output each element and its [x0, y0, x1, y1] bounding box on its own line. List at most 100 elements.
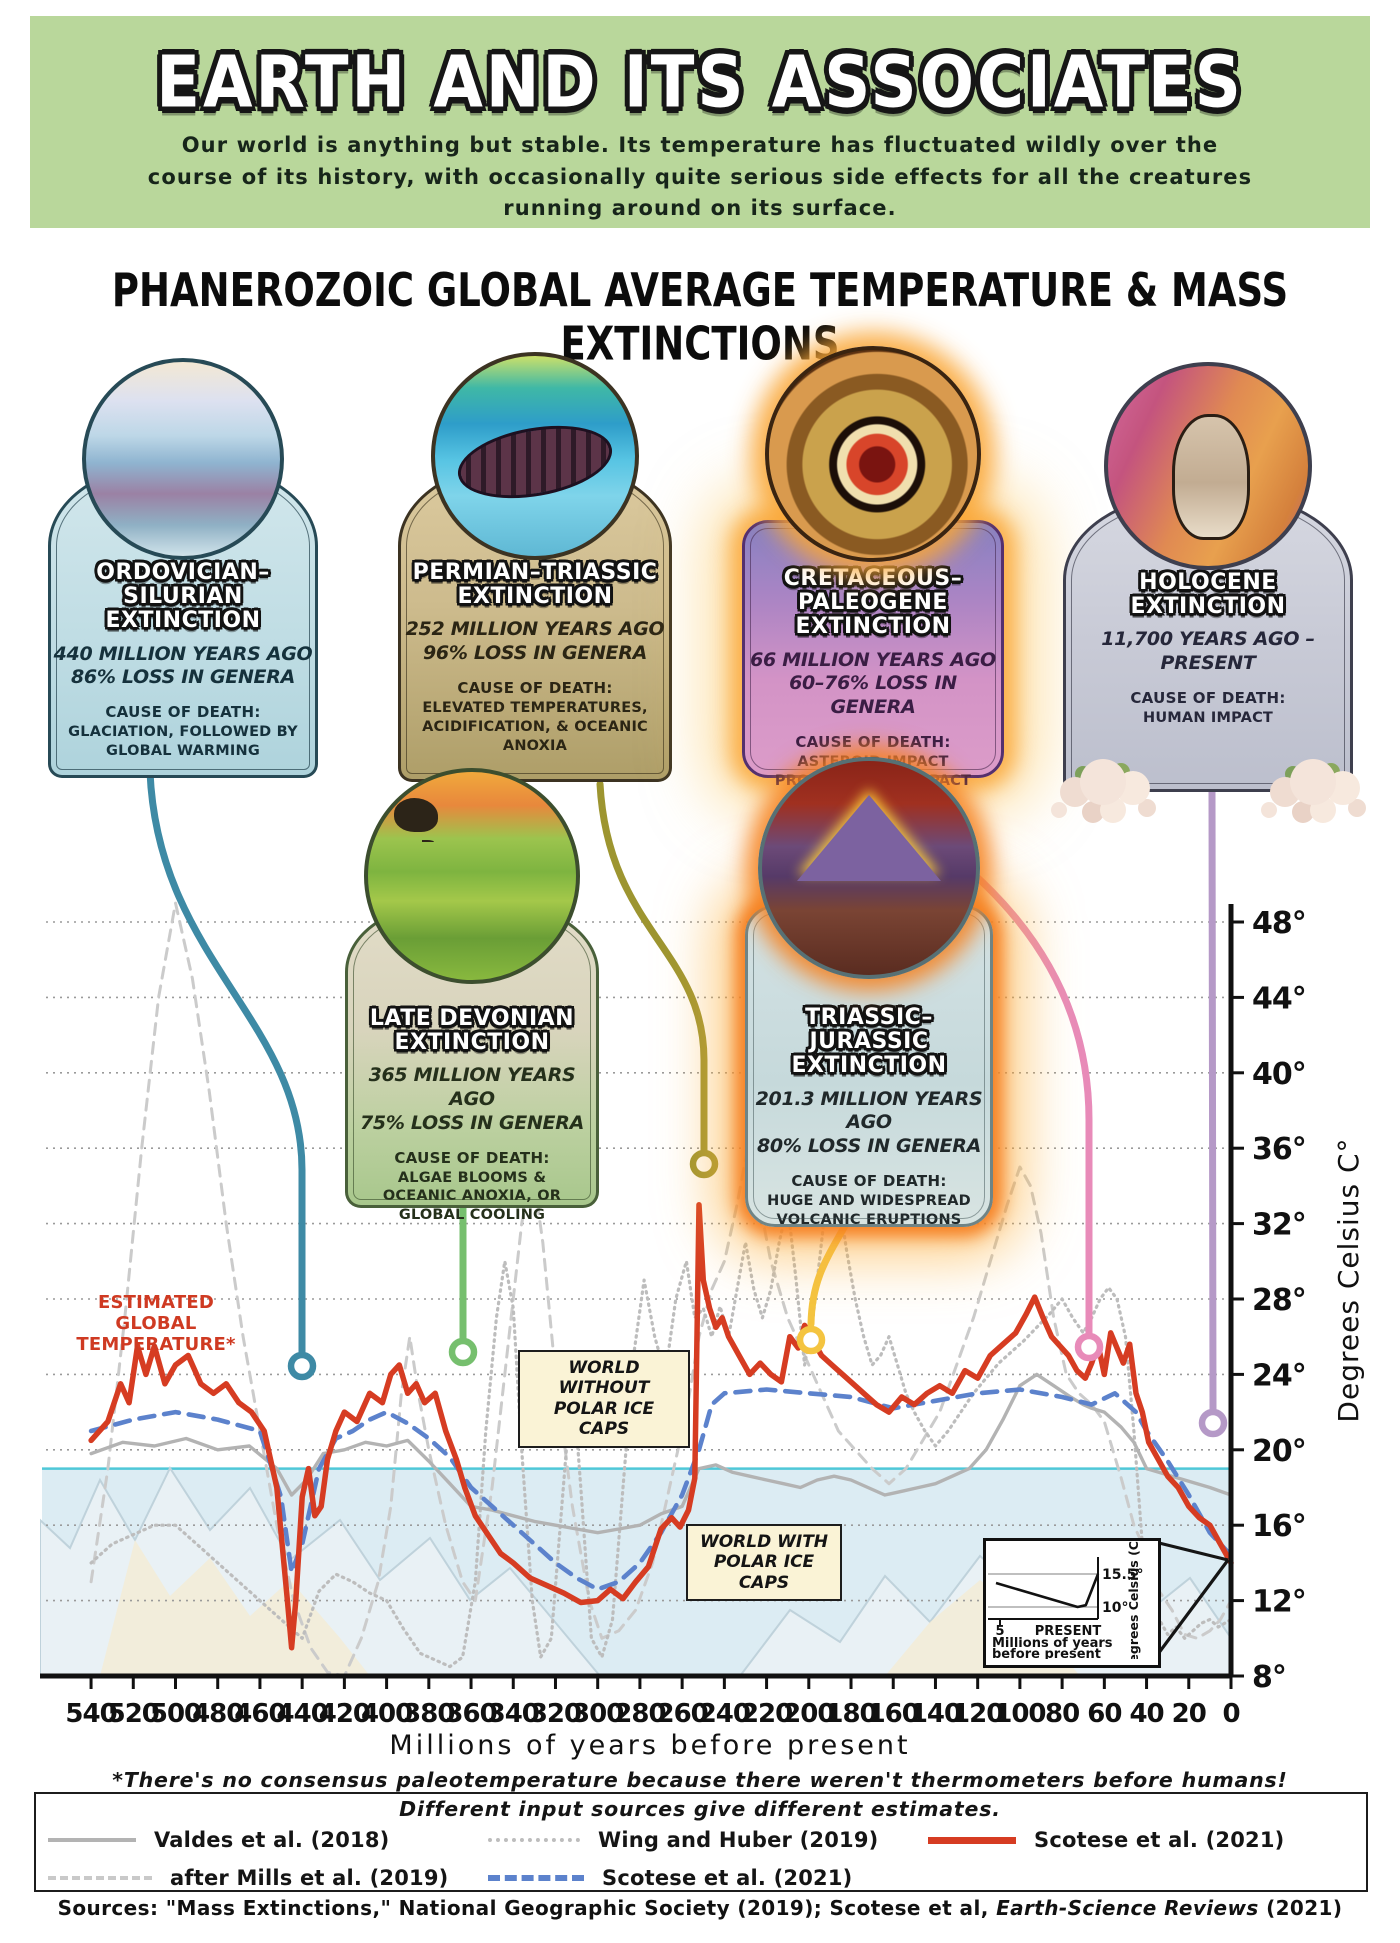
inset-y-axis-label: Degrees Celsius (C°) — [1126, 1541, 1141, 1659]
pointer-permian-triassic — [596, 780, 708, 1154]
x-tick-label: 220 — [741, 1699, 792, 1729]
x-axis-label: Millions of years before present — [389, 1730, 910, 1760]
x-tick-label: 300 — [572, 1699, 623, 1729]
x-tick-label: 380 — [403, 1699, 454, 1729]
goat-head-icon — [1172, 414, 1250, 540]
sources-line: Sources: "Mass Extinctions," National Ge… — [0, 1896, 1400, 1920]
y-tick-label: 12° — [1252, 1585, 1306, 1620]
y-tick-label: 16° — [1252, 1509, 1306, 1544]
card-holocene: HOLOCENE EXTINCTION 11,700 YEARS AGO – P… — [1063, 362, 1353, 805]
x-tick-label: 400 — [361, 1699, 412, 1729]
pointer-ordovician-silurian — [146, 768, 306, 1356]
legend-item-wing-huber: Wing and Huber (2019) — [488, 1828, 928, 1852]
legend-label: Scotese et al. (2021) — [1034, 1828, 1285, 1852]
card-title: HOLOCENE EXTINCTION — [1130, 570, 1286, 620]
swamp-illustration — [364, 768, 580, 984]
pointer-end-cretaceous-paleogene — [1074, 1332, 1104, 1362]
cause-of-death-text: ALGAE BLOOMS & OCEANIC ANOXIA, OR GLOBAL… — [382, 1169, 562, 1224]
inset-y-label: 10° — [1102, 1600, 1128, 1616]
x-tick-label: 540 — [65, 1699, 116, 1729]
chart-section-title: PHANEROZOIC GLOBAL AVERAGE TEMPERATURE &… — [111, 263, 1289, 371]
y-tick-label: 28° — [1252, 1283, 1306, 1318]
card-loss: 60–76% LOSS IN GENERA — [789, 672, 957, 719]
recent-temperature-inset: 15.5° 10° 5 PRESENT Millions of years before … — [983, 1529, 1161, 1673]
volcano-icon — [797, 795, 941, 881]
cause-of-death-label: CAUSE OF DEATH: — [105, 703, 261, 722]
magnifier-wedge-top — [1154, 1540, 1229, 1562]
y-tick-label: 40° — [1252, 1057, 1306, 1092]
card-loss: 75% LOSS IN GENERA — [360, 1111, 584, 1134]
y-tick-label: 48° — [1252, 906, 1306, 941]
sources-prefix: Sources: "Mass Extinctions," National Ge… — [57, 1896, 997, 1920]
x-tick-label: 360 — [445, 1699, 496, 1729]
card-permian-triassic: PERMIAN–TRIASSIC EXTINCTION 252 MILLION … — [398, 352, 672, 782]
x-tick-label: 500 — [150, 1699, 201, 1729]
pointer-holocene — [1208, 788, 1217, 1413]
card-title: PERMIAN–TRIASSIC EXTINCTION — [412, 560, 658, 610]
tombstone-cretaceous: CRETACEOUS–PALEOGENE EXTINCTION 66 MILLI… — [742, 520, 1004, 808]
mountain-snow — [100, 1540, 370, 1676]
card-title: ORDOVICIAN–SILURIAN EXTINCTION — [96, 560, 270, 634]
card-age: 252 MILLION YEARS AGO — [405, 618, 665, 641]
card-age: 201.3 MILLION YEARS AGO — [755, 1087, 983, 1134]
x-tick-label: 40 — [1129, 1699, 1163, 1729]
card-ordovician-silurian: ORDOVICIAN–SILURIAN EXTINCTION 440 MILLI… — [48, 358, 318, 778]
pointer-end-ordovician-silurian — [287, 1351, 317, 1381]
x-tick-label: 160 — [868, 1699, 919, 1729]
series-4 — [88, 1201, 1234, 1651]
tombstone-triassic: TRIASSIC–JURASSIC EXTINCTION 201.3 MILLI… — [745, 905, 993, 1228]
x-tick-label: 480 — [192, 1699, 243, 1729]
cause-of-death-label: CAUSE OF DEATH: — [1130, 688, 1286, 707]
card-cretaceous-paleogene: CRETACEOUS–PALEOGENE EXTINCTION 66 MILLI… — [742, 346, 1004, 808]
footnote-text: *There's no consensus paleotemperature b… — [100, 1768, 1300, 1792]
rose-bouquet-icon — [1290, 759, 1336, 805]
legend-item-scotese-dashed: Scotese et al. (2021) — [488, 1866, 928, 1890]
x-tick-label: 520 — [108, 1699, 159, 1729]
temperature-chart: 48°44°40°36°32°28°24°20°16°12°8°54052050… — [40, 901, 1365, 1760]
cause-of-death-text: HUGE AND WIDESPREAD VOLCANIC ERUPTIONS — [767, 1192, 971, 1228]
gray-dotted-line-swatch — [488, 1838, 580, 1842]
card-title: LATE DEVONIAN EXTINCTION — [369, 1006, 575, 1056]
gray-dashed-line-swatch — [48, 1876, 152, 1880]
footnote-line2: Different input sources give different e… — [399, 1797, 1001, 1821]
inset-x-label-present: PRESENT — [1035, 1624, 1102, 1639]
tree-silhouette-icon — [394, 798, 438, 832]
cause-of-death-text: HUMAN IMPACT — [1142, 709, 1274, 726]
pointer-end-late-devonian — [448, 1337, 478, 1367]
x-tick-label: 0 — [1222, 1699, 1239, 1729]
card-age: 365 MILLION YEARS AGO — [368, 1064, 576, 1111]
page-title: EARTH AND ITS ASSOCIATES — [156, 41, 1244, 125]
x-tick-label: 180 — [825, 1699, 876, 1729]
card-loss: 80% LOSS IN GENERA — [757, 1135, 981, 1158]
y-tick-label: 8° — [1252, 1660, 1286, 1695]
gray-solid-line-swatch — [48, 1838, 136, 1842]
legend-label: Valdes et al. (2018) — [154, 1828, 390, 1852]
y-tick-label: 20° — [1252, 1434, 1306, 1469]
legend-item-mills: after Mills et al. (2019) — [48, 1866, 488, 1890]
y-axis-label: Degrees Celsius C° — [1332, 1137, 1365, 1422]
trilobite-illustration — [431, 352, 639, 560]
y-tick-label: 36° — [1252, 1132, 1306, 1167]
goat-trophy-illustration — [1104, 362, 1312, 570]
x-tick-label: 440 — [277, 1699, 328, 1729]
x-tick-label: 80 — [1045, 1699, 1079, 1729]
rose-bouquet-icon — [1080, 759, 1126, 805]
y-tick-label: 24° — [1252, 1358, 1306, 1393]
cause-of-death-label: CAUSE OF DEATH: — [791, 1171, 947, 1190]
y-tick-label: 44° — [1252, 981, 1306, 1016]
sources-suffix: (2021) — [1258, 1896, 1343, 1920]
x-tick-label: 260 — [656, 1699, 707, 1729]
card-title: CRETACEOUS–PALEOGENE EXTINCTION — [783, 566, 963, 640]
card-late-devonian: LATE DEVONIAN EXTINCTION 365 MILLION YEA… — [345, 768, 599, 1223]
ordovician-illustration — [82, 358, 284, 560]
inset-caption-1: Millions of years — [992, 1636, 1113, 1651]
magnifier-wedge-bottom — [1153, 1559, 1230, 1659]
x-tick-label: 100 — [994, 1699, 1045, 1729]
y-tick-label: 32° — [1252, 1208, 1306, 1243]
inset-x-label-5: 5 — [995, 1624, 1004, 1639]
pointer-end-permian-triassic — [689, 1149, 719, 1179]
header-banner: EARTH AND ITS ASSOCIATES Our world is an… — [30, 16, 1370, 228]
cause-of-death-label: CAUSE OF DEATH: — [795, 732, 951, 751]
